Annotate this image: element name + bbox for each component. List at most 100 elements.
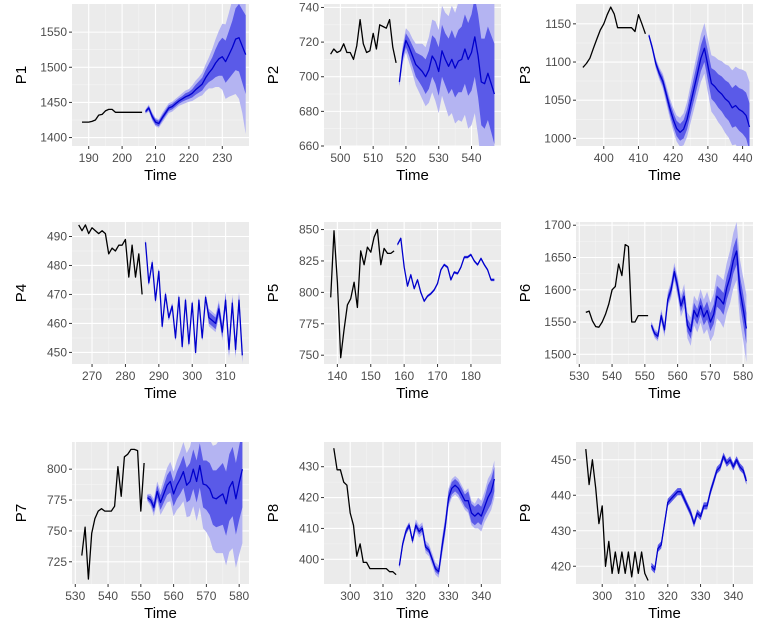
x-tick-label: 440 bbox=[733, 151, 753, 165]
history-series-line bbox=[330, 228, 395, 359]
forecast-series-line bbox=[398, 36, 496, 95]
y-axis-label: P9 bbox=[517, 504, 534, 522]
axes: 300 310 320 330 340 400 410 420 430 bbox=[299, 460, 492, 603]
y-tick-label: 440 bbox=[551, 488, 571, 502]
x-tick-label: 420 bbox=[663, 151, 683, 165]
x-axis-label: Time bbox=[648, 605, 681, 621]
y-tick-label: 1150 bbox=[545, 17, 571, 31]
x-tick-label: 340 bbox=[471, 589, 491, 603]
x-tick-label: 300 bbox=[592, 589, 612, 603]
x-tick-label: 200 bbox=[112, 151, 132, 165]
y-tick-label: 480 bbox=[47, 258, 67, 272]
x-axis-label: Time bbox=[144, 385, 177, 402]
axes: 140 150 160 170 180 750 775 800 825 850 bbox=[299, 223, 481, 383]
y-tick-label: 800 bbox=[299, 285, 319, 299]
forecast-series-line bbox=[396, 237, 495, 302]
x-tick-label: 540 bbox=[98, 589, 118, 603]
x-tick-label: 510 bbox=[363, 151, 383, 165]
x-tick-label: 320 bbox=[658, 589, 678, 603]
x-tick-label: 530 bbox=[65, 589, 85, 603]
y-tick-label: 1550 bbox=[544, 315, 571, 329]
y-tick-label: 775 bbox=[299, 317, 319, 331]
axes: 300 310 320 330 340 420 430 440 450 bbox=[551, 453, 744, 603]
x-tick-label: 430 bbox=[698, 151, 718, 165]
y-tick-label: 420 bbox=[551, 559, 571, 573]
axes: 530 540 550 560 570 580 725 750 775 800 bbox=[47, 462, 250, 603]
x-tick-label: 560 bbox=[164, 589, 184, 603]
forecast-series-line bbox=[147, 464, 244, 509]
forecast-inner-band bbox=[648, 33, 750, 146]
y-tick-label: 400 bbox=[299, 552, 319, 566]
y-axis-label: P6 bbox=[517, 284, 534, 302]
y-tick-label: 430 bbox=[299, 460, 319, 474]
panel-background bbox=[324, 222, 501, 364]
forecast-series-line bbox=[145, 37, 247, 125]
panel-p3: 400 410 420 430 440 1000 1050 1100 1150 Time P3 bbox=[517, 4, 753, 184]
x-axis-label: Time bbox=[648, 167, 681, 184]
x-tick-label: 140 bbox=[327, 369, 347, 383]
x-tick-label: 190 bbox=[79, 151, 99, 165]
axes: 500 510 520 530 540 660 680 700 720 740 bbox=[299, 0, 482, 165]
y-tick-label: 1500 bbox=[544, 347, 571, 361]
forecast-series-line bbox=[650, 250, 748, 337]
y-axis-label: P4 bbox=[13, 284, 30, 302]
y-axis-label: P7 bbox=[13, 504, 30, 522]
plot-area bbox=[81, 442, 244, 580]
x-tick-label: 150 bbox=[361, 369, 381, 383]
forecast-outer-band bbox=[145, 4, 246, 134]
y-tick-label: 1400 bbox=[40, 131, 67, 145]
y-tick-label: 490 bbox=[47, 229, 67, 243]
x-tick-label: 320 bbox=[406, 589, 426, 603]
axes: 270 280 290 300 310 450 460 470 480 490 bbox=[47, 229, 236, 383]
minor-gridlines bbox=[576, 442, 753, 584]
x-tick-label: 230 bbox=[212, 151, 232, 165]
x-tick-label: 580 bbox=[733, 369, 753, 383]
y-tick-label: 1000 bbox=[544, 131, 571, 145]
y-tick-label: 410 bbox=[299, 521, 319, 535]
x-tick-label: 550 bbox=[635, 369, 655, 383]
forecast-inner-band bbox=[651, 452, 747, 574]
forecast-series-line bbox=[648, 35, 751, 133]
y-tick-label: 660 bbox=[299, 139, 319, 153]
y-tick-label: 800 bbox=[47, 462, 67, 476]
x-tick-label: 220 bbox=[179, 151, 199, 165]
x-tick-label: 310 bbox=[625, 589, 645, 603]
forecast-inner-band bbox=[399, 4, 495, 145]
history-series-line bbox=[330, 18, 397, 64]
y-tick-label: 1050 bbox=[544, 93, 571, 107]
x-axis-label: Time bbox=[396, 167, 429, 184]
panel-p1: 190 200 210 220 230 1400 1450 1500 1550 Time P1 bbox=[13, 4, 249, 184]
y-tick-label: 450 bbox=[47, 345, 67, 359]
x-tick-label: 570 bbox=[700, 369, 720, 383]
minor-gridlines bbox=[324, 222, 501, 364]
history-series-line bbox=[78, 224, 143, 295]
x-tick-label: 170 bbox=[428, 369, 448, 383]
y-tick-label: 1500 bbox=[40, 60, 67, 74]
y-tick-label: 1100 bbox=[545, 55, 571, 69]
panel-p7: 530 540 550 560 570 580 725 750 775 800 Time P7 bbox=[13, 442, 250, 621]
y-axis-label: P5 bbox=[265, 284, 282, 302]
x-axis-label: Time bbox=[648, 385, 681, 402]
history-series-line bbox=[585, 449, 649, 581]
x-tick-label: 210 bbox=[145, 151, 165, 165]
plot-area bbox=[78, 224, 243, 364]
x-axis-label: Time bbox=[144, 167, 177, 184]
y-tick-label: 725 bbox=[47, 555, 67, 569]
x-tick-label: 310 bbox=[373, 589, 393, 603]
y-tick-label: 430 bbox=[551, 524, 571, 538]
major-gridlines bbox=[324, 442, 501, 584]
plot-area bbox=[585, 449, 748, 581]
x-tick-label: 560 bbox=[668, 369, 688, 383]
y-tick-label: 1550 bbox=[40, 25, 67, 39]
y-tick-label: 680 bbox=[299, 104, 319, 118]
x-tick-label: 280 bbox=[115, 369, 135, 383]
x-tick-label: 500 bbox=[330, 151, 350, 165]
y-tick-label: 850 bbox=[299, 223, 319, 237]
x-axis-label: Time bbox=[396, 605, 429, 621]
x-tick-label: 180 bbox=[461, 369, 481, 383]
x-tick-label: 300 bbox=[340, 589, 360, 603]
forecast-inner-band bbox=[147, 442, 243, 536]
x-axis-label: Time bbox=[144, 605, 177, 621]
panel-p6: 530 540 550 560 570 580 1500 1550 1600 1650 1700 Ti… bbox=[517, 218, 753, 402]
history-series-line bbox=[81, 448, 145, 580]
